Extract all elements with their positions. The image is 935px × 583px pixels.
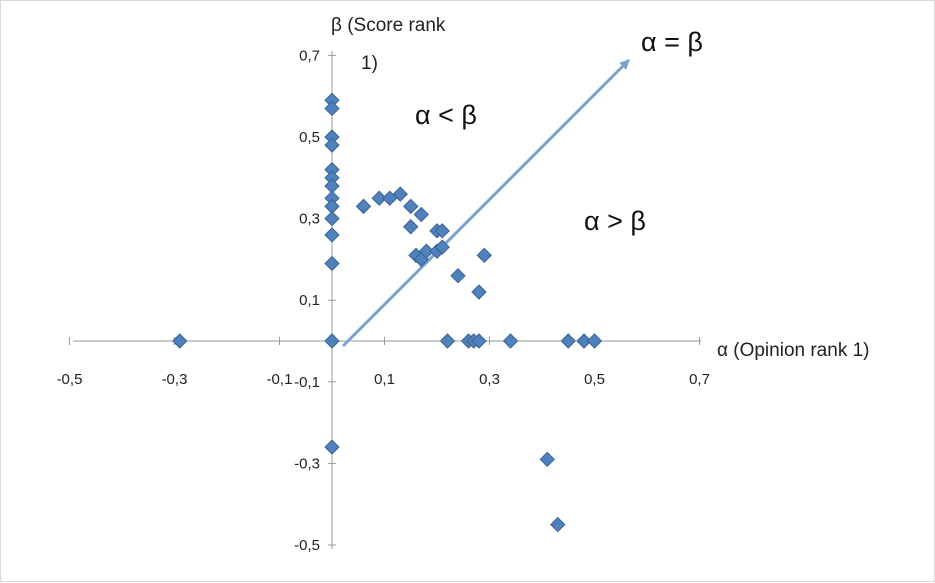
x-tick-label: 0,5 (584, 371, 605, 388)
y-tick-label: 0,1 (299, 292, 320, 309)
data-point (403, 198, 419, 215)
data-point (539, 451, 555, 468)
data-point (324, 137, 340, 153)
y-tick-label: -0,5 (294, 537, 320, 554)
data-point (471, 284, 487, 300)
data-point (392, 186, 408, 202)
x-tick-label: 0,1 (374, 371, 395, 388)
y-tick-label: -0,1 (294, 374, 320, 391)
data-point (550, 516, 566, 533)
data-point (560, 333, 576, 349)
data-point (576, 333, 592, 349)
y-tick-label: 0,3 (299, 211, 320, 228)
upper-region-label: α < β (415, 100, 477, 130)
data-point (403, 219, 419, 235)
alpha-equals-beta-arrow (341, 58, 631, 348)
data-point (324, 333, 340, 349)
x-tick-label: -0,1 (267, 371, 293, 388)
y-tick-label: -0,3 (294, 455, 320, 472)
data-point (324, 227, 340, 243)
data-point (324, 210, 340, 227)
x-tick-label: 0,3 (479, 371, 500, 388)
arrow-label: α = β (641, 27, 703, 57)
x-tick-label: -0,3 (162, 371, 188, 388)
data-points (172, 92, 603, 533)
data-point (434, 239, 450, 255)
y-tick-label: 0,7 (299, 47, 320, 64)
x-tick-labels: -0,5 -0,3 -0,1 0,1 0,3 0,5 0,7 (57, 371, 710, 388)
data-point (418, 243, 435, 259)
data-point (324, 255, 340, 272)
data-point (413, 206, 429, 223)
x-tick-label: 0,7 (689, 371, 710, 388)
data-point (476, 247, 492, 264)
data-point (586, 333, 603, 349)
y-axis-label-line2: 1) (361, 53, 378, 74)
y-tick-label: 0,5 (299, 129, 320, 146)
data-point (324, 439, 340, 455)
data-point (172, 333, 188, 349)
x-tick-label: -0,5 (57, 371, 83, 388)
lower-region-label: α > β (584, 206, 646, 236)
x-axis-label: α (Opinion rank 1) (717, 340, 870, 361)
data-point (324, 100, 340, 117)
x-tick-marks (69, 337, 700, 345)
y-tick-labels: 0,7 0,5 0,3 0,1 -0,1 -0,3 -0,5 (294, 47, 320, 554)
y-axis-label-line1: β (Score rank (331, 15, 446, 36)
data-point (439, 333, 456, 349)
data-point (450, 268, 466, 284)
data-point (471, 333, 487, 349)
data-point (355, 198, 372, 215)
data-point (502, 333, 519, 349)
data-point (371, 190, 387, 206)
data-point (434, 223, 450, 239)
